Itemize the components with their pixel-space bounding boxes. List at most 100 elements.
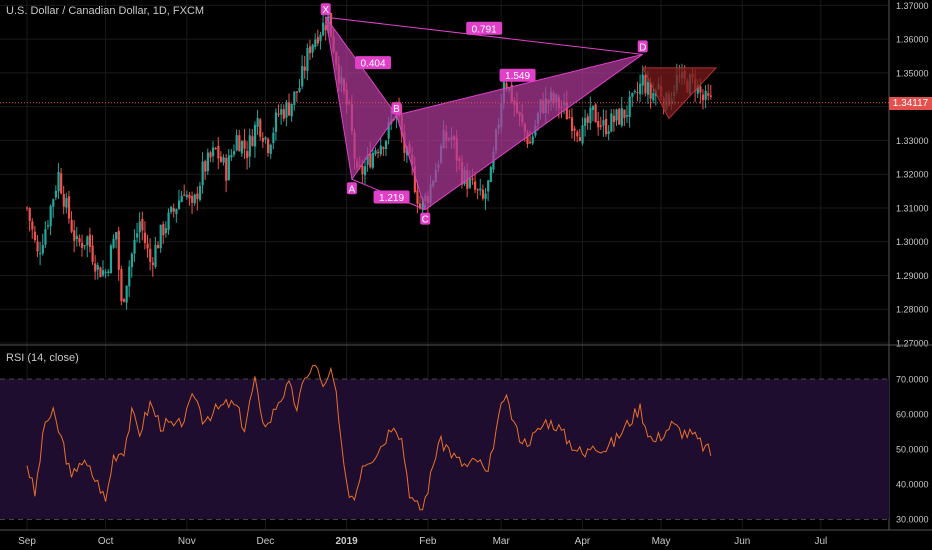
candle-body	[699, 86, 702, 93]
candle-body	[602, 120, 605, 126]
price-tick-label: 1.35000	[896, 68, 929, 78]
time-tick-label: Sep	[18, 536, 36, 547]
ratio-label: 0.791	[472, 24, 497, 35]
candle-body	[164, 228, 168, 234]
candle-body	[529, 141, 532, 144]
candle-body	[146, 243, 149, 249]
candle-body	[141, 219, 144, 231]
candle-body	[117, 230, 120, 270]
ratio-label: 1.219	[379, 193, 404, 204]
candle-body	[594, 104, 597, 123]
price-tick-label: 1.37000	[896, 1, 929, 11]
candle-body	[295, 91, 299, 93]
candle-body	[33, 231, 37, 240]
candle-body	[101, 270, 105, 276]
candle-body	[636, 92, 639, 94]
candle-body	[581, 125, 584, 144]
candle-body	[151, 262, 154, 266]
candle-body	[526, 132, 529, 144]
candle-body	[235, 135, 238, 151]
candle-body	[88, 234, 92, 247]
candle-body	[230, 154, 233, 158]
candle-body	[191, 196, 194, 203]
last-price-tag: 1.34117	[889, 96, 932, 110]
candle-body	[36, 241, 39, 252]
candle-body	[232, 151, 236, 155]
candle-body	[369, 153, 372, 168]
candle-body	[316, 37, 320, 44]
time-tick-label: Apr	[575, 536, 591, 547]
candle-body	[49, 206, 52, 227]
candle-body	[248, 135, 251, 157]
candle-body	[204, 161, 207, 172]
rsi-tick-label: 70.0000	[896, 375, 929, 385]
candle-body	[227, 155, 230, 181]
candle-body	[366, 155, 369, 165]
candle-body	[531, 136, 534, 144]
price-axis: 1.370001.360001.350001.340001.330001.320…	[896, 1, 929, 349]
candle-body	[707, 93, 710, 96]
price-tick-label: 1.30000	[896, 237, 929, 247]
candle-body	[468, 178, 471, 188]
time-tick-label: Nov	[178, 536, 196, 547]
candle-body	[52, 199, 55, 207]
ratio-label-bg	[373, 190, 410, 204]
rsi-line	[26, 364, 712, 511]
candle-body	[272, 132, 275, 144]
candle-body	[251, 136, 254, 146]
candle-body	[474, 181, 477, 190]
candle-body	[41, 244, 44, 254]
candle-body	[471, 178, 474, 180]
price-tick-label: 1.33000	[896, 136, 929, 146]
candle-body	[285, 102, 288, 118]
point-label-a: A	[349, 184, 356, 195]
candle-body	[314, 39, 317, 47]
ratio-label-bg	[355, 56, 392, 70]
candle-body	[138, 221, 141, 233]
candle-body	[709, 95, 713, 97]
candle-body	[610, 113, 613, 132]
candle-body	[206, 152, 209, 172]
candle-body	[589, 107, 592, 124]
candle-body	[269, 144, 272, 154]
time-tick-label: Feb	[419, 536, 437, 547]
candle-body	[167, 212, 170, 230]
candle-body	[109, 245, 113, 274]
candle-body	[633, 90, 637, 92]
candle-body	[86, 236, 89, 246]
candle-body	[584, 118, 587, 126]
candle-body	[238, 135, 241, 152]
candle-body	[222, 157, 225, 163]
candle-body	[476, 189, 479, 191]
candle-body	[361, 165, 364, 175]
candle-body	[115, 232, 118, 240]
candle-body	[301, 66, 304, 87]
candle-body	[308, 46, 312, 54]
candle-body	[183, 194, 186, 196]
candle-body	[591, 105, 595, 111]
candle-body	[133, 239, 136, 254]
candle-body	[387, 121, 390, 139]
candle-body	[573, 128, 576, 131]
candle-body	[489, 167, 492, 182]
candle-body	[319, 34, 322, 42]
candle-body	[597, 120, 600, 128]
candle-body	[225, 157, 228, 181]
candle-body	[298, 87, 301, 92]
candle-body	[419, 203, 422, 209]
candle-body	[578, 137, 582, 142]
candle-body	[125, 285, 128, 303]
candle-body	[94, 263, 97, 272]
candle-body	[696, 85, 699, 94]
candle-body	[54, 190, 58, 198]
candle-body	[303, 66, 306, 71]
candle-body	[212, 147, 215, 157]
price-tick-label: 1.29000	[896, 271, 929, 281]
rsi-tick-label: 60.0000	[896, 410, 929, 420]
rsi-tick-label: 50.0000	[896, 445, 929, 455]
candle-body	[104, 272, 107, 274]
time-tick-label: Mar	[493, 536, 511, 547]
pattern-line-xd	[325, 16, 643, 55]
candle-body	[130, 253, 133, 268]
